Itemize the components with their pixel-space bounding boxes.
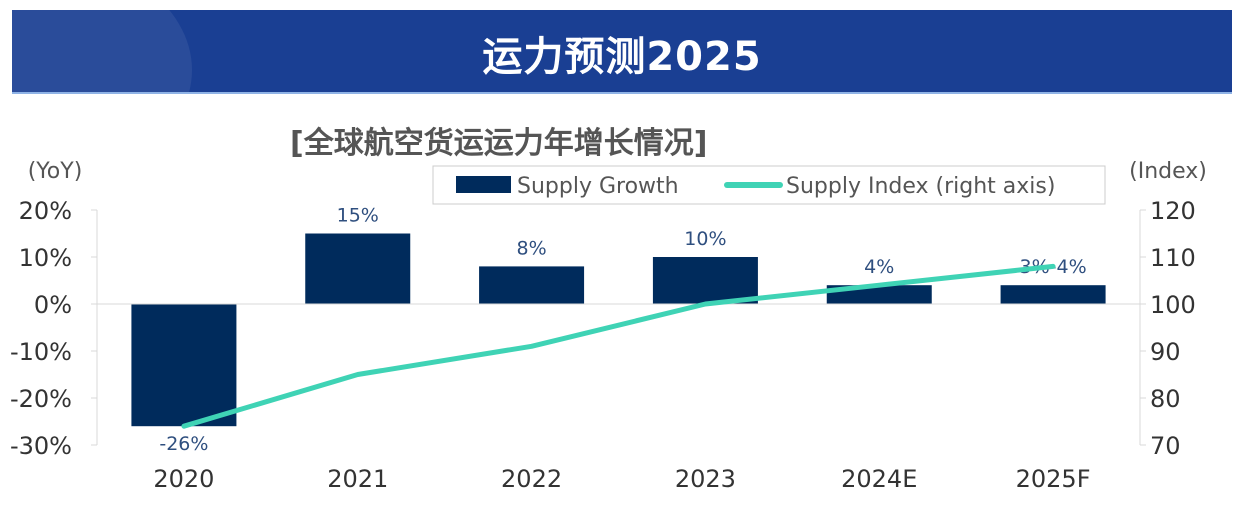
right-axis-label: (Index) (1129, 159, 1207, 184)
right-tick-label: 70 (1150, 432, 1181, 460)
x-tick-label: 2021 (327, 465, 388, 493)
page-title: 运力预测2025 (482, 34, 762, 80)
left-tick-label: 0% (34, 291, 72, 319)
bar-2021 (305, 233, 411, 304)
right-tick-label: 100 (1150, 291, 1196, 319)
bar-data-label: 8% (517, 237, 547, 259)
right-tick-label: 110 (1150, 244, 1196, 272)
supply-index-line (181, 263, 1056, 429)
bar-data-label: 15% (337, 205, 379, 227)
x-tick-label: 2024E (841, 465, 917, 493)
x-tick-label: 2023 (675, 465, 736, 493)
legend: Supply Growth Supply Index (right axis) (432, 165, 1106, 205)
left-axis-label: (YoY) (28, 159, 83, 184)
legend-swatch-bar (456, 176, 511, 193)
header-banner: 运力预测2025 (12, 10, 1232, 94)
x-tick-label: 2020 (153, 465, 214, 493)
bar-2025F (1000, 285, 1106, 304)
left-tick-label: -30% (10, 432, 72, 460)
left-tick-label: -10% (10, 338, 72, 366)
bar-2020 (131, 304, 237, 427)
left-tick-label: 10% (19, 244, 72, 272)
left-tick-label: -20% (10, 385, 72, 413)
chart-title: [全球航空货运运力年增长情况] (290, 126, 708, 161)
banner-decoration (12, 10, 192, 92)
right-tick-label: 80 (1150, 385, 1181, 413)
left-tick-label: 20% (19, 197, 72, 225)
right-tick-label: 120 (1150, 197, 1196, 225)
legend-label-supply-growth: Supply Growth (517, 174, 679, 199)
x-tick-label: 2025F (1016, 465, 1091, 493)
right-tick-label: 90 (1150, 338, 1181, 366)
bar-2023 (652, 257, 758, 304)
bar-data-label: 10% (684, 228, 726, 250)
bar-data-label: -26% (159, 433, 208, 455)
legend-label-supply-index: Supply Index (right axis) (786, 174, 1055, 199)
x-tick-label: 2022 (501, 465, 562, 493)
bar-2022 (479, 266, 585, 304)
bar-data-label: 4% (864, 256, 894, 278)
